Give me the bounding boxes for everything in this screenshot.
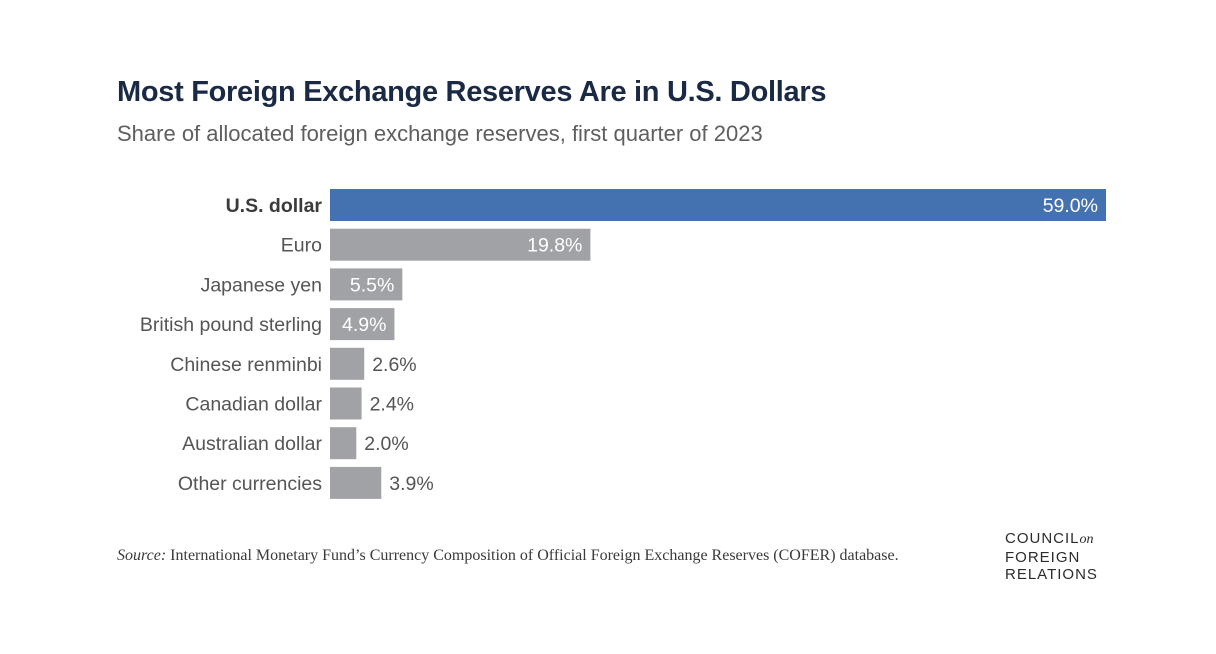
value-label-british-pound-sterling: 4.9% [342, 314, 386, 336]
value-label-japanese-yen: 5.5% [350, 274, 394, 296]
bar-other-currencies [330, 466, 382, 499]
cfr-logo: COUNCILon FOREIGN RELATIONS [1005, 530, 1098, 584]
bar-euro [330, 228, 591, 261]
value-label-u-s-dollar: 59.0% [1043, 195, 1098, 217]
value-label-chinese-renminbi: 2.6% [372, 354, 416, 376]
bar-canadian-dollar [330, 387, 362, 420]
bar-chinese-renminbi [330, 347, 365, 380]
source-text: International Monetary Fund’s Currency C… [170, 547, 899, 564]
logo-line-2: FOREIGN [1005, 548, 1081, 566]
logo-line-1: COUNCIL [1005, 530, 1080, 547]
chart-title: Most Foreign Exchange Reserves Are in U.… [117, 76, 827, 108]
bar-japanese-yen [330, 268, 403, 301]
category-label-british-pound-sterling: British pound sterling [140, 314, 322, 336]
category-label-chinese-renminbi: Chinese renminbi [170, 354, 322, 376]
category-label-australian-dollar: Australian dollar [182, 433, 322, 455]
category-label-canadian-dollar: Canadian dollar [185, 394, 322, 416]
logo-on: on [1079, 532, 1094, 547]
bar-british-pound-sterling [330, 308, 395, 341]
value-label-australian-dollar: 2.0% [364, 433, 408, 455]
chart-subtitle: Share of allocated foreign exchange rese… [117, 121, 763, 146]
bar-u-s-dollar [330, 189, 1106, 221]
category-label-euro: Euro [281, 235, 322, 257]
category-label-japanese-yen: Japanese yen [201, 274, 322, 296]
source-note: Source: International Monetary Fund’s Cu… [117, 547, 899, 565]
value-label-euro: 19.8% [527, 235, 582, 257]
source-label: Source: [117, 547, 167, 564]
category-label-u-s-dollar: U.S. dollar [226, 195, 323, 217]
logo-line-3: RELATIONS [1005, 566, 1098, 583]
bar-australian-dollar [330, 427, 357, 460]
value-label-other-currencies: 3.9% [389, 473, 433, 495]
value-label-canadian-dollar: 2.4% [370, 394, 414, 416]
category-label-other-currencies: Other currencies [178, 473, 322, 495]
